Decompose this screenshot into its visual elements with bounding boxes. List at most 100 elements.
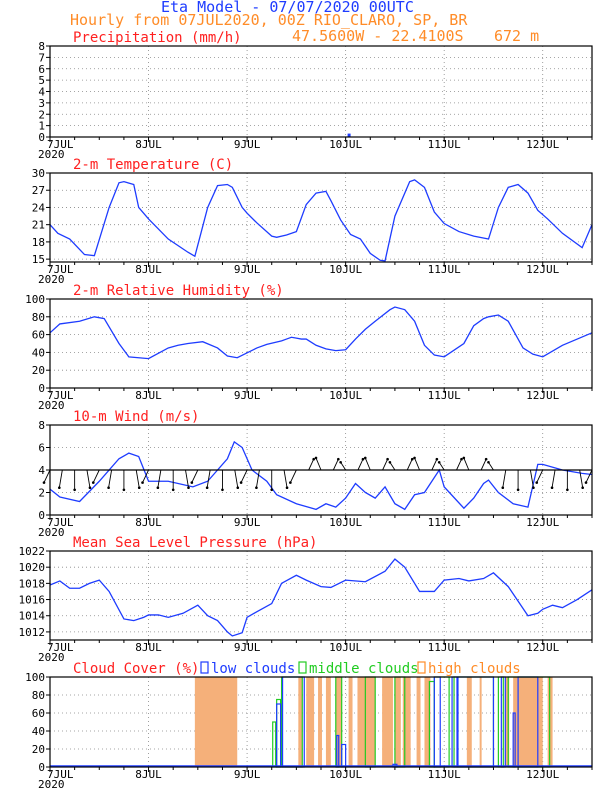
wind-arrow [502, 469, 507, 488]
y-tick-label: 8 [38, 40, 45, 53]
y-tick-label: 1014 [19, 610, 46, 623]
panel-cloud [46, 661, 593, 772]
wind-arrow-head [532, 486, 535, 489]
cloud-bar-high [348, 677, 353, 767]
series-line-mslp [49, 558, 593, 637]
x-tick-label: 8JUL [135, 263, 162, 276]
wind-arrow-head [337, 457, 340, 461]
wind-arrow [308, 458, 315, 471]
x-tick-label: 12JUL [526, 263, 559, 276]
y-tick-label: 1 [38, 120, 45, 133]
wind-arrow [529, 469, 534, 488]
wind-arrow [283, 469, 288, 488]
x-year-label: 2020 [38, 273, 65, 286]
y-tick-label: 4 [38, 464, 45, 477]
panel-title: 2-m Relative Humidity (%) [73, 283, 284, 299]
wind-arrow-head [190, 481, 194, 484]
panel-title: Precipitation (mm/h) [73, 30, 242, 46]
x-tick-label: 10JUL [329, 263, 362, 276]
wind-arrow [43, 469, 51, 483]
x-tick-label: 10JUL [329, 138, 362, 151]
wind-arrow [157, 469, 162, 488]
wind-arrow-head [137, 486, 141, 489]
x-year-label: 2020 [38, 778, 65, 791]
wind-arrow-head [566, 488, 569, 492]
wind-arrow [585, 469, 593, 483]
y-tick-label: 21 [32, 219, 45, 232]
cloud-bar-middle [453, 676, 495, 768]
x-tick-label: 7JUL [47, 516, 74, 529]
wind-arrow-head [410, 457, 414, 461]
cloud-bar-high [318, 677, 322, 767]
wind-arrow [364, 457, 371, 471]
wind-arrow [315, 457, 322, 471]
station-coords: 47.5600W - 22.4100S [292, 27, 464, 45]
wind-arrow-head [581, 486, 584, 489]
chart-header: Eta Model - 07/07/2020 00UTC Hourly from… [0, 0, 612, 46]
x-tick-label: 9JUL [234, 641, 261, 654]
cloud-bar-middle [272, 721, 277, 768]
wind-arrow [240, 469, 248, 483]
panel-title: 10-m Wind (m/s) [73, 409, 199, 425]
wind-arrow-head [435, 457, 439, 461]
x-tick-label: 12JUL [526, 138, 559, 151]
x-year-label: 2020 [38, 148, 65, 161]
wind-arrow-head [236, 486, 240, 489]
legend-label: middle clouds [309, 661, 419, 677]
wind-arrow-head [285, 486, 289, 489]
wind-arrow-head [156, 486, 160, 489]
wind-arrow [206, 469, 211, 488]
series-line-wind [49, 440, 593, 511]
y-tick-label: 60 [32, 329, 45, 342]
wind-arrow-head [462, 456, 466, 460]
cloud-bar-low [276, 703, 282, 768]
wind-arrow-head [413, 456, 416, 460]
wind-arrow [463, 457, 470, 471]
cloud-bar-high [194, 677, 238, 767]
wind-arrow-head [91, 481, 95, 484]
x-tick-label: 7JUL [47, 768, 74, 781]
wind-arrow [142, 469, 149, 483]
panel-frame [49, 298, 593, 389]
y-tick-label: 15 [32, 253, 45, 266]
y-tick-label: 100 [25, 671, 45, 684]
cloud-bar-high [416, 677, 421, 767]
y-tick-label: 4 [38, 86, 45, 99]
wind-arrow [92, 469, 100, 483]
y-tick-label: 1016 [19, 594, 46, 607]
wind-arrow-head [388, 461, 392, 464]
wind-arrow [438, 462, 445, 471]
wind-arrow-head [516, 488, 520, 492]
x-year-label: 2020 [38, 526, 65, 539]
wind-arrow-head [221, 488, 224, 492]
x-tick-label: 11JUL [428, 138, 461, 151]
wind-arrow [480, 458, 487, 471]
y-tick-label: 0 [38, 761, 45, 774]
x-tick-label: 7JUL [47, 389, 74, 402]
x-tick-label: 7JUL [47, 641, 74, 654]
wind-arrow-head [550, 486, 554, 489]
cloud-bar-middle [433, 676, 450, 768]
wind-arrow [357, 458, 364, 471]
x-tick-label: 10JUL [329, 516, 362, 529]
x-tick-label: 9JUL [234, 263, 261, 276]
x-tick-label: 8JUL [135, 641, 162, 654]
x-tick-label: 12JUL [526, 389, 559, 402]
wind-arrow [431, 458, 438, 471]
cloud-bar-high [335, 677, 342, 767]
legend-label: low clouds [211, 661, 295, 677]
wind-arrow [255, 469, 260, 488]
panel-title: 2-m Temperature (C) [73, 157, 233, 173]
wind-arrow-head [42, 481, 46, 484]
precip-bar [347, 133, 351, 137]
panel-title: Cloud Cover (%) [73, 661, 199, 677]
wind-arrow-head [88, 486, 92, 489]
wind-arrow [536, 469, 544, 483]
wind-arrow [289, 469, 297, 483]
wind-arrow [414, 457, 420, 471]
wind-arrow-head [187, 486, 190, 489]
panel-frame [49, 550, 593, 641]
cloud-bar-high [424, 677, 431, 767]
y-tick-label: 30 [32, 167, 45, 180]
wind-arrow-head [107, 486, 110, 489]
